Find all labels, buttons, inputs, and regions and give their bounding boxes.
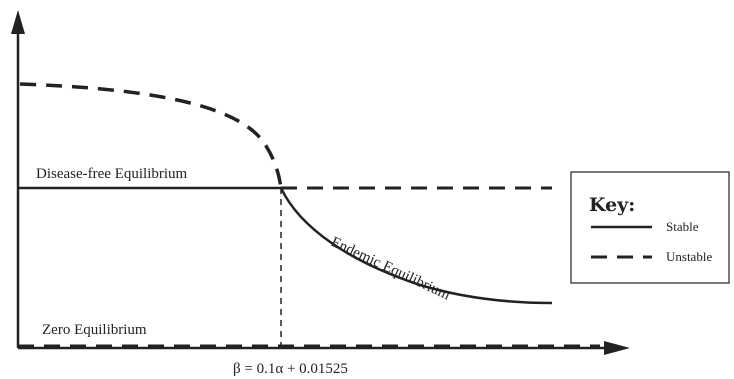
endemic-equilibrium-curve (279, 187, 553, 305)
unstable-upper-branch (19, 82, 283, 189)
key-title: Key: (589, 194, 635, 216)
key-unstable-label: Unstable (666, 249, 712, 264)
zero-equilibrium-label: Zero Equilibrium (42, 322, 147, 338)
key-box: Key: Stable Unstable (570, 171, 730, 284)
axes (11, 10, 630, 355)
y-axis-arrow (11, 10, 25, 34)
x-axis-arrow (604, 341, 630, 355)
endemic-label: Endemic Equilibrium (328, 234, 452, 303)
key-stable-label: Stable (666, 219, 699, 234)
disease-free-label: Disease-free Equilibrium (36, 166, 188, 182)
threshold-label: β = 0.1α + 0.01525 (233, 361, 348, 377)
